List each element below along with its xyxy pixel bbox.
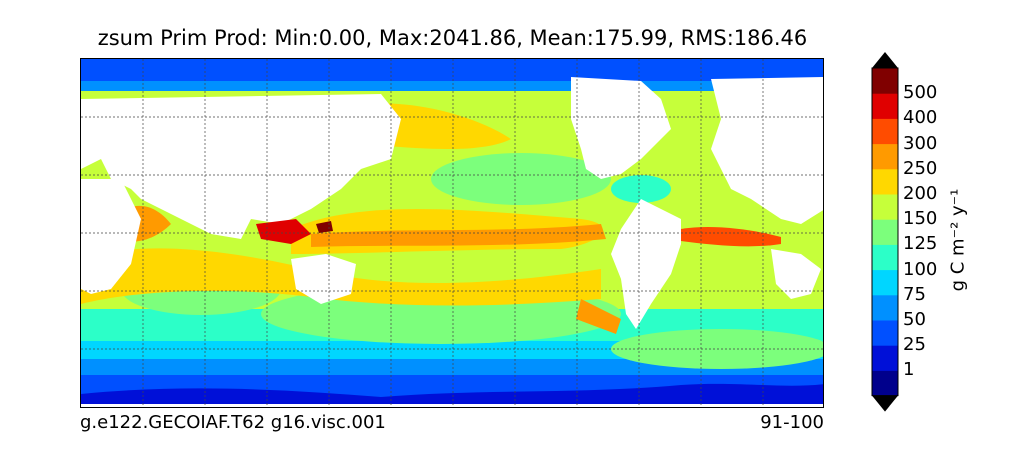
antarctic-margin — [81, 383, 823, 407]
land-east-asia — [281, 129, 321, 189]
colorbar-swatch — [872, 320, 898, 346]
colorbar-swatch — [872, 168, 898, 195]
north-pacific-zone — [361, 103, 511, 149]
colorbar-frame — [871, 67, 899, 397]
colorbar-tick-label: 75 — [903, 283, 926, 305]
colorbar-tick-label: 25 — [903, 334, 926, 356]
colorbar-swatch — [872, 370, 898, 397]
land-south-america — [611, 199, 681, 329]
colorbar-swatch — [872, 68, 898, 94]
arctic-band — [81, 81, 823, 91]
land-africa-east — [81, 179, 141, 294]
colorbar-swatch — [872, 93, 898, 119]
atlantic-upwelling — [681, 226, 781, 247]
year-range-label: 91-100 — [760, 412, 824, 433]
colorbar-tick-label: 300 — [903, 132, 938, 154]
productivity-map — [81, 59, 823, 407]
colorbar-tick-label: 200 — [903, 183, 938, 204]
colorbar-swatch — [872, 244, 898, 271]
colorbar-swatch — [872, 118, 898, 145]
land-south-africa — [771, 249, 821, 299]
north-atlantic-gyre — [611, 175, 671, 203]
colorbar-tick-label: 250 — [903, 157, 938, 179]
colorbar-tick-label: 50 — [903, 309, 926, 330]
equatorial-upwelling — [311, 224, 606, 247]
colorbar-max-extend — [872, 52, 898, 68]
colorbar — [871, 52, 899, 412]
land-eurasia — [81, 94, 401, 239]
land-europe-africa — [711, 77, 823, 224]
colorbar-swatch — [872, 294, 898, 321]
colorbar-tick-label: 1 — [903, 359, 915, 381]
colorbar-unit-label: g C m⁻² y⁻¹ — [947, 188, 969, 292]
land-north-america — [571, 77, 671, 179]
colorbar-swatch — [872, 143, 898, 170]
arctic-band — [81, 59, 823, 81]
colorbar-swatch — [872, 269, 898, 296]
map-gridlines — [81, 59, 823, 407]
run-id-label: g.e122.GECOIAF.T62 g16.visc.001 — [80, 412, 386, 433]
north-pacific-gyre — [431, 153, 611, 205]
map-title: zsum Prim Prod: Min:0.00, Max:2041.86, M… — [97, 26, 808, 50]
colorbar-min-extend — [872, 395, 898, 412]
land-australia — [291, 254, 356, 304]
colorbar-tick-label: 150 — [903, 208, 938, 230]
indonesia-hotspot — [256, 219, 311, 244]
colorbar-tick-label: 125 — [903, 233, 938, 255]
colorbar-swatch — [872, 194, 898, 220]
colorbar-tick-label: 100 — [903, 258, 938, 280]
peru-upwelling — [576, 299, 621, 334]
map-panel — [80, 58, 824, 408]
colorbar-tick-label: 500 — [903, 82, 938, 104]
land-antarctica — [81, 404, 823, 407]
colorbar-swatch — [872, 345, 898, 371]
colorbar-tick-label: 400 — [903, 107, 938, 129]
colorbar-swatch — [872, 219, 898, 245]
